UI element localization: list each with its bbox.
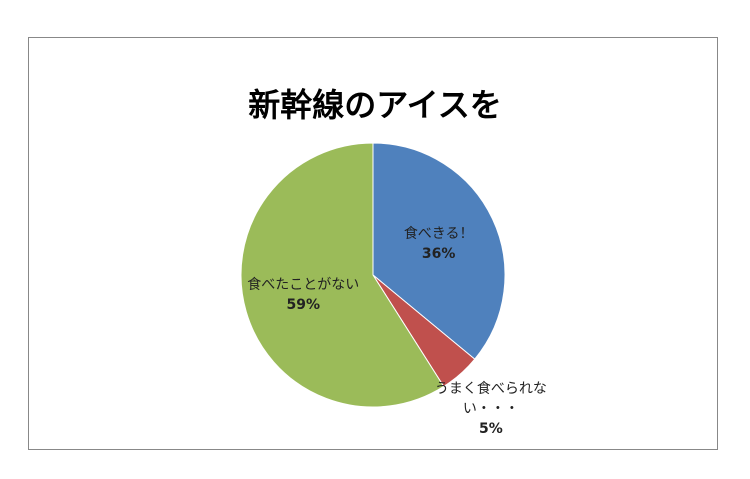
slice-label: 食べたことがない 59% — [245, 275, 361, 315]
category-label: うまく食べられない・・・ — [434, 380, 547, 417]
chart-title: 新幹線のアイスを — [248, 86, 502, 124]
category-label: 食べたことがない — [247, 277, 360, 294]
value-label: 5% — [478, 420, 503, 437]
value-label: 59% — [286, 297, 321, 314]
pie-slice — [240, 142, 445, 408]
slice-label: うまく食べられない・・・ 5% — [433, 379, 549, 439]
value-label: 36% — [421, 246, 456, 263]
category-label: 食べきる！ — [403, 226, 474, 243]
pie-slice — [372, 142, 506, 360]
slice-label: 食べきる！ 36% — [381, 224, 497, 264]
